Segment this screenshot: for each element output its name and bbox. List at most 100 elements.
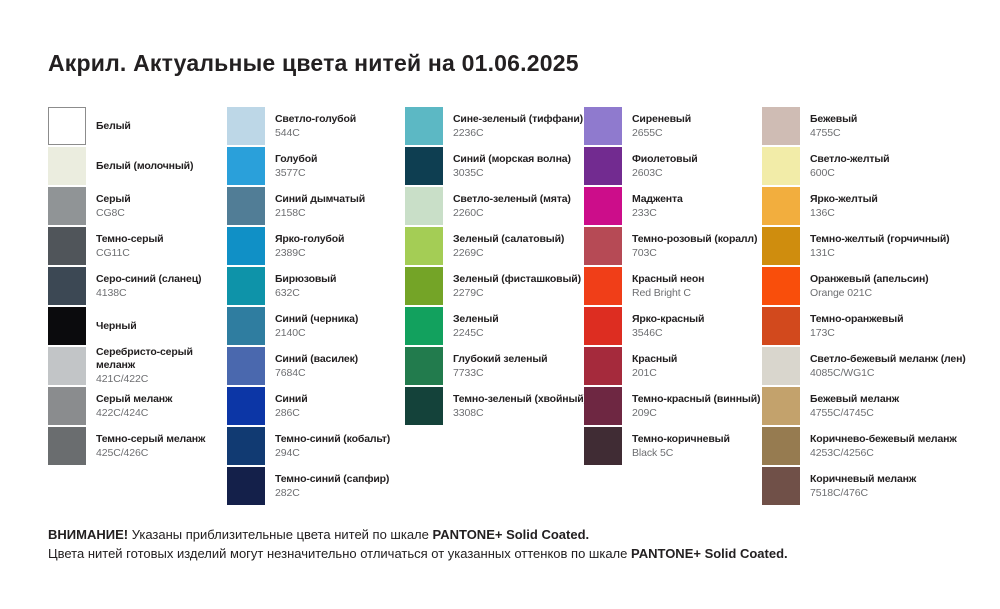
- color-row: Синий 286C: [227, 387, 465, 425]
- color-label: Бежевый меланж 4755C/4745C: [810, 393, 1000, 420]
- color-label: Коричнево-бежевый меланж 4253C/4256C: [810, 433, 1000, 460]
- color-name: Бежевый меланж: [810, 392, 899, 405]
- color-swatch: [584, 427, 622, 465]
- color-row: Ярко-желтый 136C: [762, 187, 1000, 225]
- color-row: Темно-коричневый Black 5C: [584, 427, 822, 465]
- color-name: Светло-желтый: [810, 152, 890, 165]
- color-label: Белый: [96, 120, 224, 133]
- pantone-code: 294C: [275, 446, 300, 459]
- color-label: Синий (черника) 2140C: [275, 313, 403, 340]
- footer-warning-label: ВНИМАНИЕ!: [48, 527, 129, 542]
- color-label: Темно-зеленый (хвойный) 3308C: [453, 392, 587, 420]
- pantone-code: 422C/424C: [96, 406, 149, 419]
- color-row: Светло-зеленый (мята) 2260C: [405, 187, 643, 225]
- color-name: Бирюзовый: [275, 272, 337, 285]
- color-swatch: [405, 107, 443, 145]
- footer-line-1: ВНИМАНИЕ! Указаны приблизительные цвета …: [48, 527, 590, 542]
- color-swatch: [584, 187, 622, 225]
- pantone-code: 4755C/4745C: [810, 406, 874, 419]
- color-swatch: [48, 427, 86, 465]
- color-name: Синий дымчатый: [275, 192, 366, 205]
- color-row: Коричневый меланж 7518C/476C: [762, 467, 1000, 505]
- color-swatch: [762, 267, 800, 305]
- color-label: Светло-зеленый (мята) 2260C: [453, 193, 581, 220]
- color-row: Глубокий зеленый 7733C: [405, 347, 643, 385]
- color-swatch: [227, 467, 265, 505]
- color-column-purples-reds: Сиреневый 2655C Фиолетовый 2603C Маджента 233…: [584, 107, 822, 467]
- pantone-code: 2655C: [632, 126, 663, 139]
- color-name: Фиолетовый: [632, 152, 698, 165]
- color-row: Оранжевый (апельсин) Orange 021C: [762, 267, 1000, 305]
- pantone-code: 2389C: [275, 246, 306, 259]
- color-name: Зеленый (фисташковый): [453, 272, 581, 285]
- pantone-code: 209C: [632, 406, 657, 419]
- color-name: Бежевый: [810, 112, 858, 125]
- color-swatch: [48, 347, 86, 385]
- color-row: Серый CG8C: [48, 187, 286, 225]
- pantone-code: 286C: [275, 406, 300, 419]
- color-name: Темно-розовый (коралл): [632, 232, 758, 245]
- color-label: Голубой 3577C: [275, 153, 403, 180]
- color-name: Красный неон: [632, 272, 705, 285]
- pantone-code: 4085C/WG1C: [810, 366, 875, 379]
- color-row: Темно-розовый (коралл) 703C: [584, 227, 822, 265]
- color-swatch: [762, 227, 800, 265]
- color-swatch: [405, 187, 443, 225]
- color-label: Темно-желтый (горчичный) 131C: [810, 233, 1000, 260]
- color-row: Темно-красный (винный) 209C: [584, 387, 822, 425]
- color-name: Черный: [96, 319, 137, 332]
- color-swatch: [405, 387, 443, 425]
- color-swatch: [584, 147, 622, 185]
- color-row: Зеленый (салатовый) 2269C: [405, 227, 643, 265]
- color-row: Сиреневый 2655C: [584, 107, 822, 145]
- color-swatch: [48, 267, 86, 305]
- color-label: Бежевый 4755C: [810, 113, 1000, 140]
- color-row: Темно-желтый (горчичный) 131C: [762, 227, 1000, 265]
- color-label: Серебристо-серый меланж 421C/422C: [96, 346, 224, 386]
- color-label: Синий (василек) 7684C: [275, 353, 403, 380]
- color-swatch: [227, 147, 265, 185]
- color-row: Бежевый меланж 4755C/4745C: [762, 387, 1000, 425]
- pantone-code: 425C/426C: [96, 446, 149, 459]
- page-title: Акрил. Актуальные цвета нитей на 01.06.2…: [48, 50, 579, 76]
- color-name: Темно-серый: [96, 232, 164, 245]
- color-label: Красный неон Red Bright C: [632, 273, 760, 300]
- color-name: Сине-зеленый (тиффани): [453, 112, 583, 125]
- color-label: Серо-синий (сланец) 4138C: [96, 273, 224, 300]
- color-row: Бежевый 4755C: [762, 107, 1000, 145]
- color-row: Темно-серый меланж 425C/426C: [48, 427, 286, 465]
- pantone-code: 2158C: [275, 206, 306, 219]
- pantone-code: 2245C: [453, 326, 484, 339]
- color-label: Белый (молочный): [96, 160, 224, 173]
- color-name: Синий (василек): [275, 352, 359, 365]
- pantone-code: 3546C: [632, 326, 663, 339]
- color-name: Серый меланж: [96, 392, 173, 405]
- color-name: Синий (черника): [275, 312, 359, 325]
- pantone-code: 136C: [810, 206, 835, 219]
- pantone-code: CG8C: [96, 206, 125, 219]
- color-swatch: [762, 107, 800, 145]
- color-label: Черный: [96, 320, 224, 333]
- color-name: Синий (морская волна): [453, 152, 571, 165]
- color-name: Белый (молочный): [96, 159, 194, 172]
- color-name: Светло-зеленый (мята): [453, 192, 571, 205]
- footer-pantone-scale: PANTONE+ Solid Coated.: [631, 545, 788, 561]
- color-swatch: [48, 147, 86, 185]
- color-swatch: [584, 107, 622, 145]
- color-name: Оранжевый (апельсин): [810, 272, 929, 285]
- color-swatch: [762, 187, 800, 225]
- color-label: Темно-розовый (коралл) 703C: [632, 233, 760, 260]
- color-row: Светло-голубой 544C: [227, 107, 465, 145]
- color-label: Серый CG8C: [96, 193, 224, 220]
- color-swatch: [227, 107, 265, 145]
- color-label: Фиолетовый 2603C: [632, 153, 760, 180]
- color-label: Синий (морская волна) 3035C: [453, 153, 581, 180]
- color-swatch: [584, 307, 622, 345]
- color-name: Темно-зеленый (хвойный): [453, 392, 587, 405]
- color-name: Ярко-голубой: [275, 232, 345, 245]
- color-row: Темно-зеленый (хвойный) 3308C: [405, 387, 643, 425]
- pantone-code: 173C: [810, 326, 835, 339]
- color-name: Белый: [96, 119, 131, 132]
- color-row: Белый: [48, 107, 286, 145]
- color-name: Темно-серый меланж: [96, 432, 206, 445]
